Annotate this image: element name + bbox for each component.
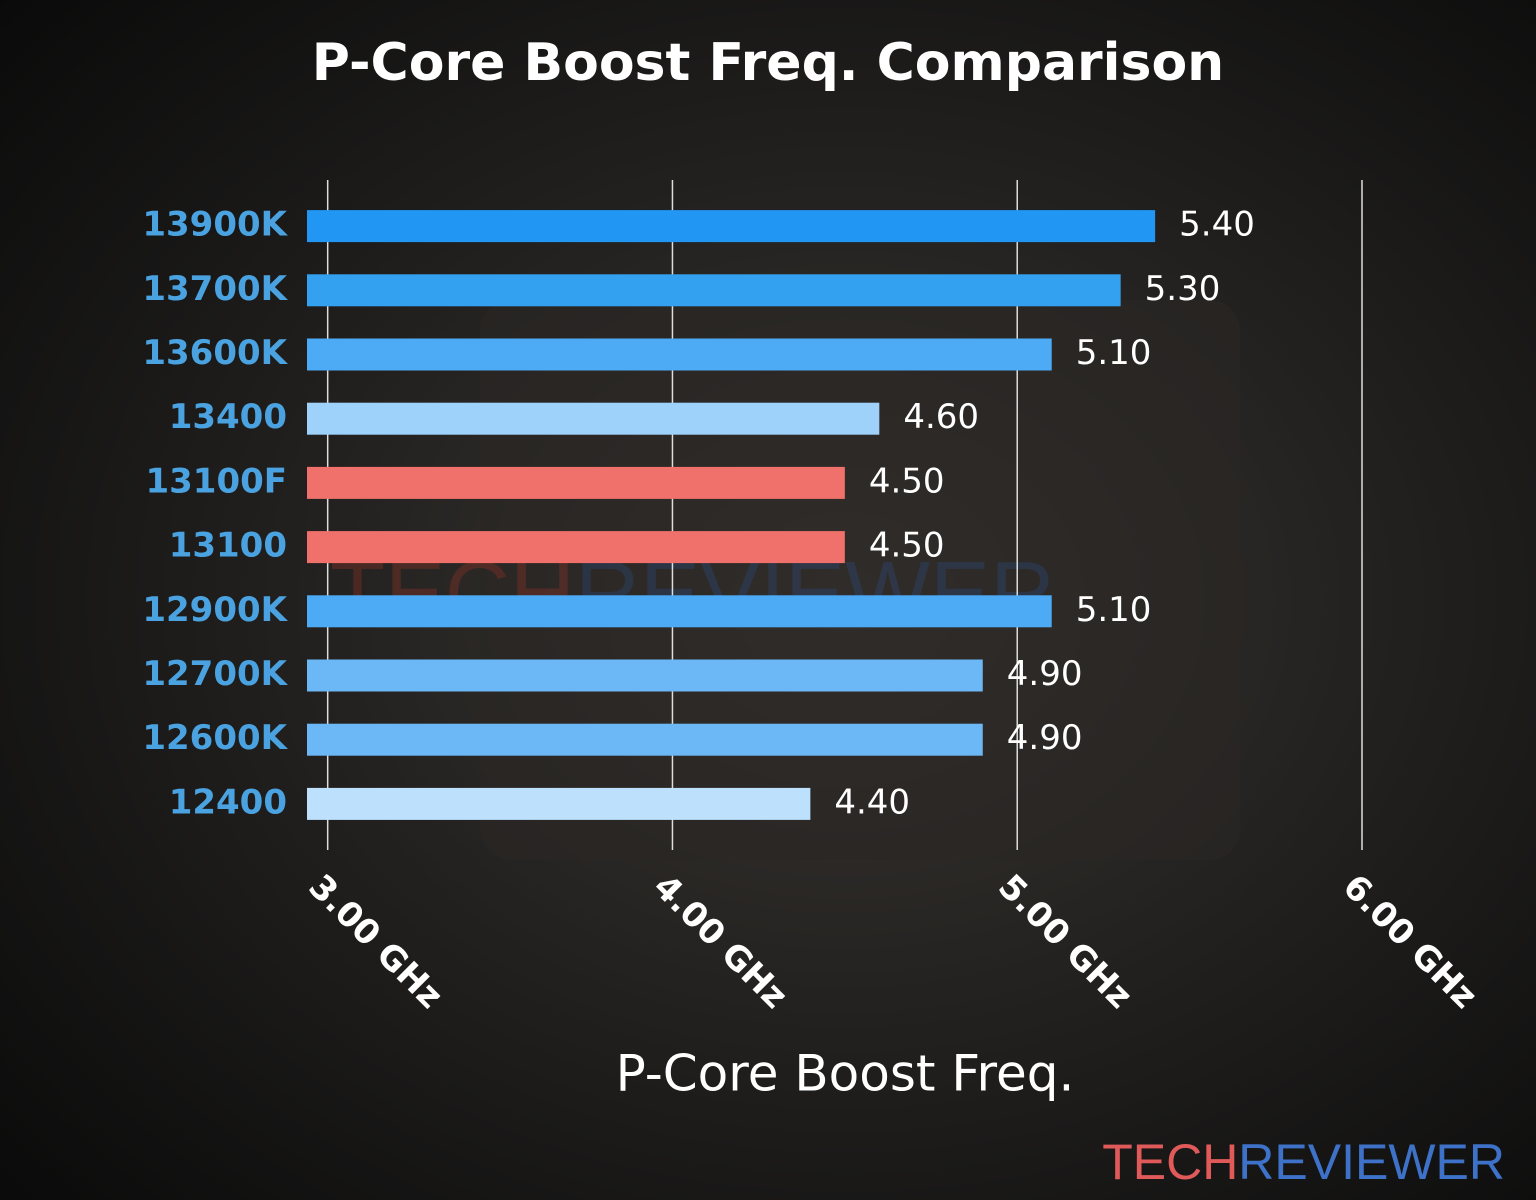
value-label: 4.90 [1007,718,1083,758]
bar [307,466,845,499]
value-label: 5.40 [1179,205,1255,245]
logo: TECHREVIEWER [1102,1134,1505,1190]
value-label: 4.50 [869,461,945,501]
bar [307,210,1156,243]
y-tick-label: 13100F [145,461,287,501]
logo-part: TECH [1102,1134,1238,1190]
y-tick-label: 13100 [169,526,287,566]
bar [307,723,983,756]
bar [307,595,1052,628]
y-tick-label: 12400 [169,782,287,822]
chart-title: P-Core Boost Freq. Comparison [312,33,1224,93]
bar [307,402,880,435]
y-tick-label: 12600K [142,718,288,758]
bar [307,531,845,564]
bar [307,338,1052,371]
y-tick-label: 13700K [142,269,288,309]
background-chip [480,300,1240,860]
x-axis-label: P-Core Boost Freq. [616,1045,1075,1103]
y-tick-label: 13900K [142,205,288,245]
bar [307,274,1121,307]
y-tick-label: 12900K [142,590,288,630]
value-label: 5.30 [1145,269,1221,309]
logo-part: REVIEWER [1238,1134,1505,1190]
bar [307,659,983,692]
value-label: 4.40 [834,782,910,822]
y-tick-label: 13600K [142,333,288,373]
y-tick-label: 13400 [169,397,287,437]
value-label: 4.60 [903,397,979,437]
value-label: 4.90 [1007,654,1083,694]
value-label: 5.10 [1076,590,1152,630]
bar [307,787,811,820]
y-tick-label: 12700K [142,654,288,694]
value-label: 4.50 [869,526,945,566]
value-label: 5.10 [1076,333,1152,373]
